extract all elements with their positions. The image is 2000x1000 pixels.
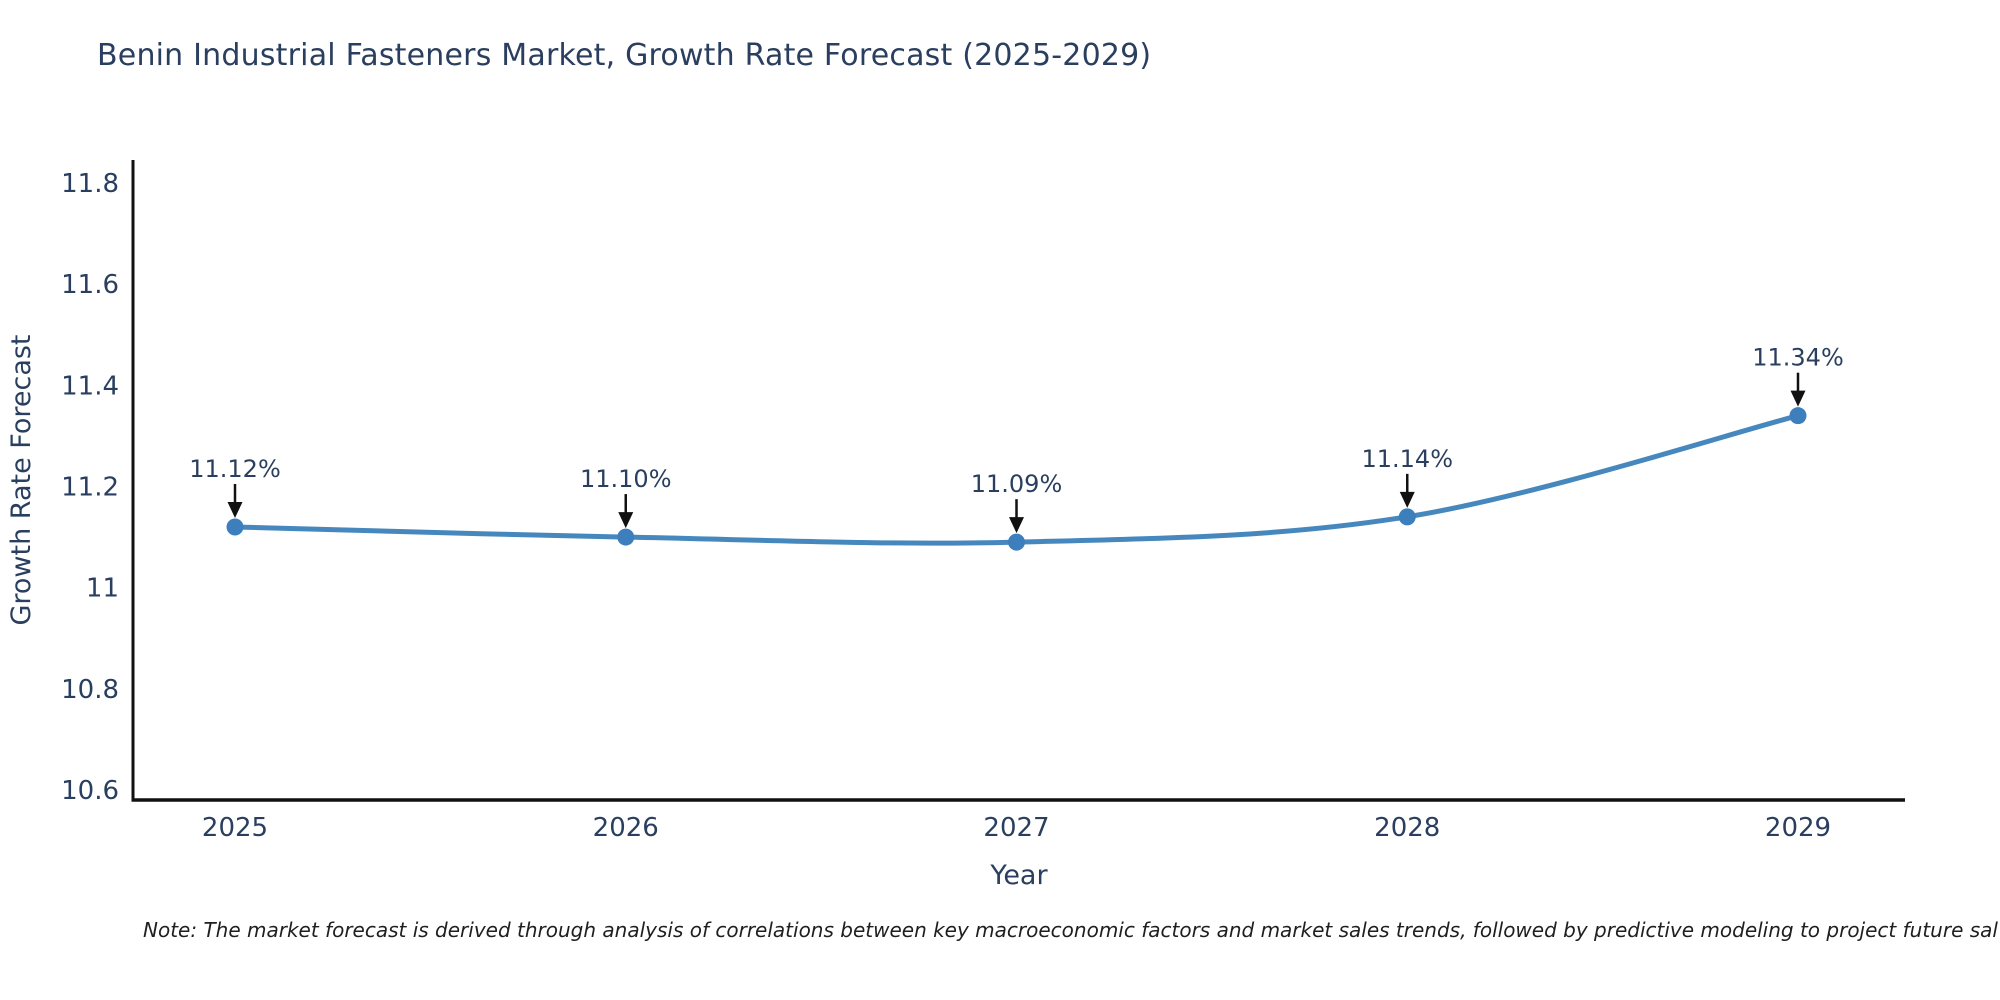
- chart-title: Benin Industrial Fasteners Market, Growt…: [97, 38, 1152, 73]
- y-tick-label: 11.2: [61, 473, 119, 503]
- annotation-label: 11.12%: [189, 455, 281, 483]
- annotation-label: 11.10%: [580, 465, 672, 493]
- y-tick-label: 11: [86, 574, 119, 604]
- data-point-marker: [617, 528, 635, 546]
- data-point-marker: [1789, 407, 1807, 425]
- y-tick-label: 10.6: [61, 776, 119, 806]
- y-tick-label: 11.4: [61, 371, 119, 401]
- annotation-label: 11.09%: [971, 470, 1063, 498]
- x-axis-title: Year: [989, 860, 1048, 891]
- annotation-arrow-head: [1009, 517, 1024, 534]
- y-tick-label: 11.6: [61, 270, 119, 300]
- data-point-marker: [1398, 508, 1416, 526]
- annotation-label: 11.34%: [1752, 344, 1844, 372]
- annotation-arrow-head: [227, 501, 243, 518]
- x-tick-label: 2028: [1374, 813, 1440, 843]
- annotation-arrow-head: [618, 512, 634, 529]
- annotation-arrow-head: [1790, 390, 1806, 407]
- annotation-arrow-head: [1399, 491, 1415, 508]
- chart-note: Note: The market forecast is derived thr…: [143, 918, 1998, 942]
- annotation-label: 11.14%: [1361, 445, 1453, 473]
- x-tick-label: 2029: [1765, 813, 1831, 843]
- data-point-marker: [1008, 533, 1025, 551]
- data-point-marker: [226, 518, 244, 536]
- y-tick-label: 10.8: [61, 675, 119, 705]
- x-tick-label: 2025: [202, 813, 268, 843]
- y-axis-title: Growth Rate Forecast: [6, 334, 37, 625]
- y-tick-label: 11.8: [61, 169, 119, 199]
- x-tick-label: 2026: [593, 813, 659, 843]
- x-tick-label: 2027: [983, 813, 1049, 843]
